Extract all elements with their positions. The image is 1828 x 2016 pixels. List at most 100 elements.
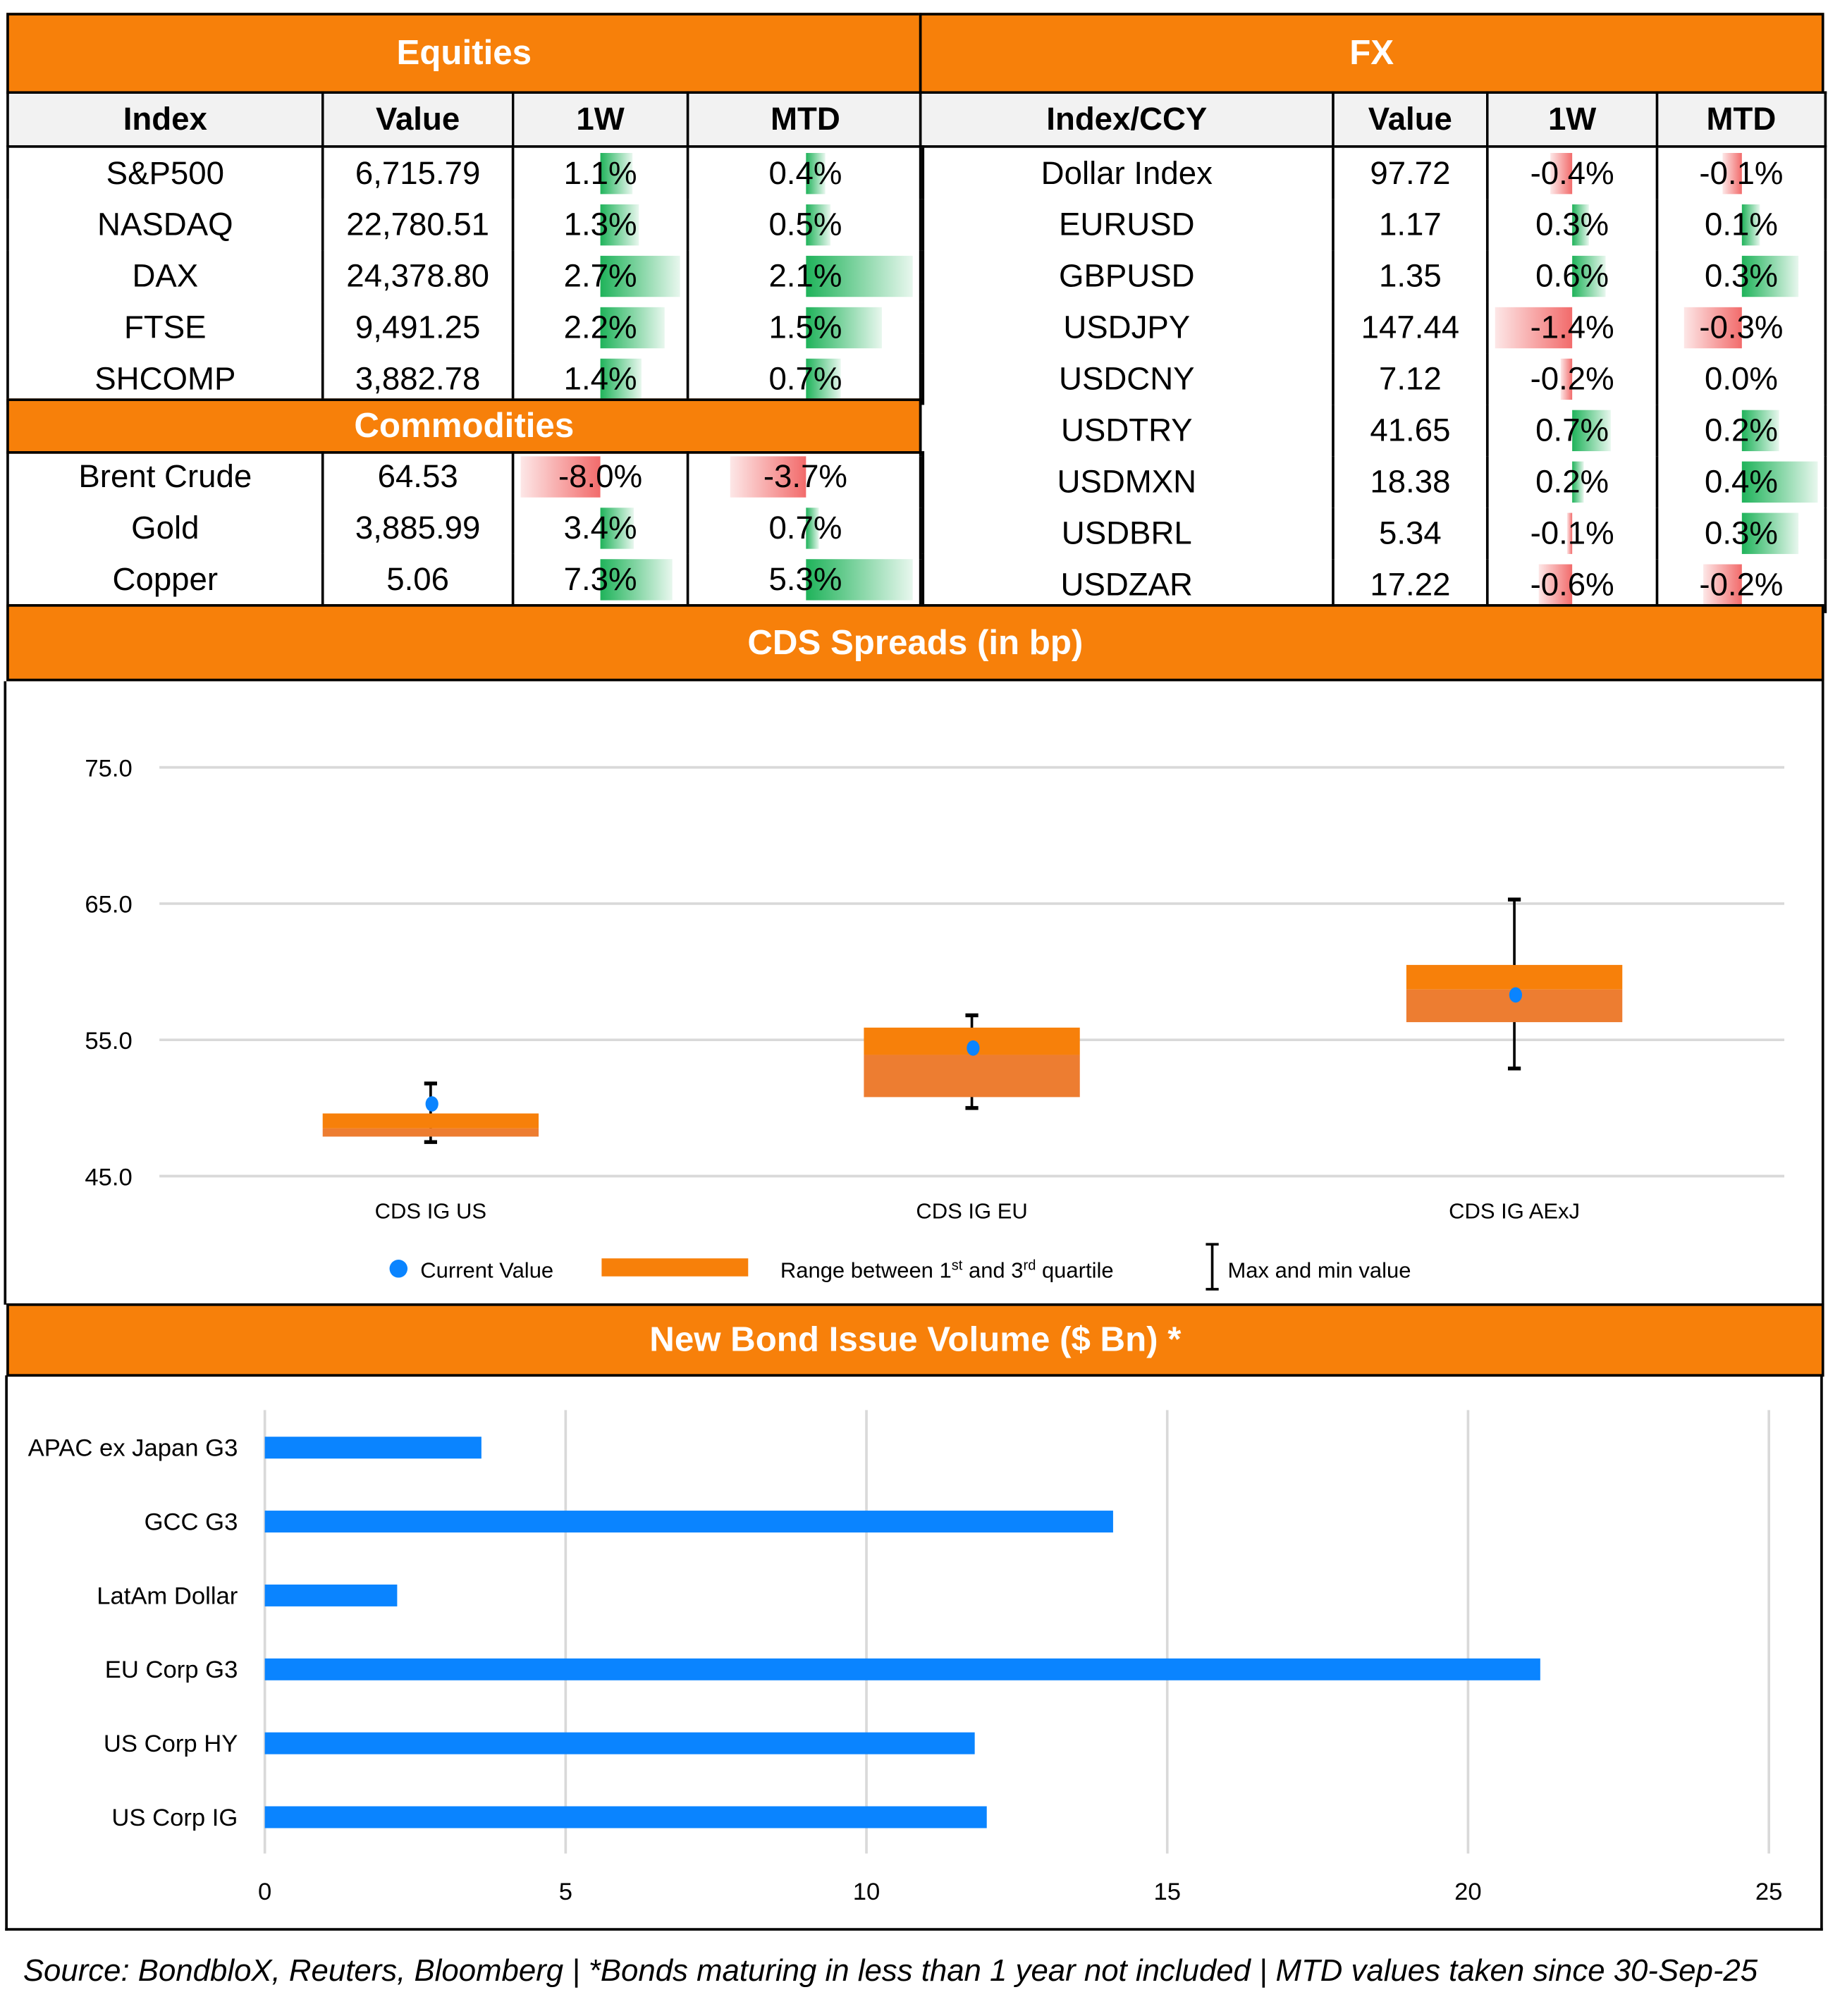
positive-databar <box>1572 461 1583 503</box>
source-note: Source: BondbloX, Reuters, Bloomberg | *… <box>23 1953 1758 1989</box>
legend-range-part: Range between 1 <box>780 1258 952 1283</box>
row-name: Dollar Index <box>919 146 1335 199</box>
equities-table: Index Value 1W MTD S&P500 6,715.79 1.1% 0.4% NA… <box>6 91 925 405</box>
row-value: 1.17 <box>1332 199 1489 251</box>
row-value: 41.65 <box>1332 405 1489 457</box>
bar <box>264 1806 987 1828</box>
y-category-label: GCC G3 <box>145 1508 238 1535</box>
change-mtd: 0.3% <box>1655 508 1827 560</box>
row-value: 147.44 <box>1332 302 1489 354</box>
column-header: Value <box>1332 91 1489 148</box>
legend-range-part: rd <box>1024 1258 1036 1274</box>
row-value: 17.22 <box>1332 559 1489 612</box>
row-name: USDZAR <box>919 559 1335 612</box>
change-mtd: 2.1% <box>686 250 925 302</box>
change-value: 0.1% <box>1704 206 1778 242</box>
positive-databar <box>600 152 633 195</box>
table-row: USDBRL 5.34 -0.1% 0.3% <box>919 508 1827 560</box>
positive-databar <box>1741 512 1799 554</box>
legend-range-part: quartile <box>1036 1258 1113 1283</box>
change-mtd: 0.3% <box>1655 250 1827 302</box>
x-tick-label: 10 <box>853 1879 881 1905</box>
row-name: GBPUSD <box>919 250 1335 302</box>
positive-databar <box>805 307 882 349</box>
change-mtd: -0.2% <box>1655 559 1827 612</box>
positive-databar <box>1741 204 1760 246</box>
column-header: Index/CCY <box>919 91 1335 148</box>
row-value: 22,780.51 <box>321 199 515 251</box>
change-1w: 0.3% <box>1485 199 1659 251</box>
table-row: USDTRY 41.65 0.7% 0.2% <box>919 405 1827 457</box>
change-value: 1.1% <box>563 154 637 191</box>
table-row: USDJPY 147.44 -1.4% -0.3% <box>919 302 1827 354</box>
change-mtd: -3.7% <box>686 451 925 503</box>
negative-databar <box>1550 152 1573 195</box>
legend-range-label: Range between 1st and 3rd quartile <box>780 1258 1114 1283</box>
row-name: DAX <box>6 250 324 302</box>
x-category-label: CDS IG AExJ <box>1449 1199 1580 1224</box>
row-name: USDTRY <box>919 405 1335 457</box>
row-name: Copper <box>6 553 324 607</box>
positive-databar <box>600 508 634 549</box>
table-row: NASDAQ 22,780.51 1.3% 0.5% <box>6 199 925 251</box>
positive-databar <box>600 358 642 400</box>
row-name: USDCNY <box>919 353 1335 405</box>
box-lower <box>864 1055 1080 1098</box>
positive-databar <box>1572 255 1605 297</box>
column-header: Index <box>6 91 324 148</box>
change-mtd: 1.5% <box>686 302 925 354</box>
negative-databar <box>730 456 806 498</box>
change-value: -0.6% <box>1530 566 1614 603</box>
column-header: Value <box>321 91 515 148</box>
change-value: 1.3% <box>563 206 637 242</box>
change-value: 0.3% <box>1704 257 1778 294</box>
change-value: 0.7% <box>768 510 842 546</box>
change-value: -8.0% <box>558 458 643 495</box>
bar <box>264 1732 975 1754</box>
negative-databar <box>1539 564 1573 606</box>
positive-databar <box>1572 204 1589 246</box>
row-value: 5.06 <box>321 553 515 607</box>
positive-databar <box>805 508 820 549</box>
change-value: -3.7% <box>763 458 847 495</box>
change-1w: 0.2% <box>1485 456 1659 508</box>
negative-databar <box>1566 512 1573 554</box>
table-row: Dollar Index 97.72 -0.4% -0.1% <box>919 146 1827 199</box>
table-row: DAX 24,378.80 2.7% 2.1% <box>6 250 925 302</box>
change-1w: -8.0% <box>511 451 689 503</box>
table-row: USDMXN 18.38 0.2% 0.4% <box>919 456 1827 508</box>
x-tick-label: 5 <box>559 1879 572 1905</box>
change-1w: -0.1% <box>1485 508 1659 560</box>
legend-range-swatch <box>601 1258 749 1277</box>
row-name: USDBRL <box>919 508 1335 560</box>
bond-volume-header: New Bond Issue Volume ($ Bn) * <box>6 1303 1824 1377</box>
row-value: 64.53 <box>321 451 515 503</box>
positive-databar <box>1572 410 1611 452</box>
positive-databar <box>600 559 673 601</box>
change-value: 0.5% <box>768 206 842 242</box>
row-value: 97.72 <box>1332 146 1489 199</box>
change-value: 0.2% <box>1704 412 1778 448</box>
change-1w: -0.4% <box>1485 146 1659 199</box>
change-value: -0.4% <box>1530 154 1614 191</box>
row-name: USDMXN <box>919 456 1335 508</box>
change-value: -0.2% <box>1699 566 1784 603</box>
change-1w: -0.2% <box>1485 353 1659 405</box>
positive-databar <box>1741 461 1818 503</box>
row-value: 18.38 <box>1332 456 1489 508</box>
positive-databar <box>1741 410 1780 452</box>
table-row: EURUSD 1.17 0.3% 0.1% <box>919 199 1827 251</box>
change-value: -0.3% <box>1699 309 1784 345</box>
change-mtd: 5.3% <box>686 553 925 607</box>
positive-databar <box>805 559 913 601</box>
change-value: 0.7% <box>768 360 842 397</box>
row-value: 5.34 <box>1332 508 1489 560</box>
table-row: Copper 5.06 7.3% 5.3% <box>6 553 925 607</box>
positive-databar <box>805 358 842 400</box>
bar <box>264 1437 481 1459</box>
change-value: 0.4% <box>1704 463 1778 500</box>
row-value: 24,378.80 <box>321 250 515 302</box>
table-row: USDZAR 17.22 -0.6% -0.2% <box>919 559 1827 612</box>
row-value: 1.35 <box>1332 250 1489 302</box>
